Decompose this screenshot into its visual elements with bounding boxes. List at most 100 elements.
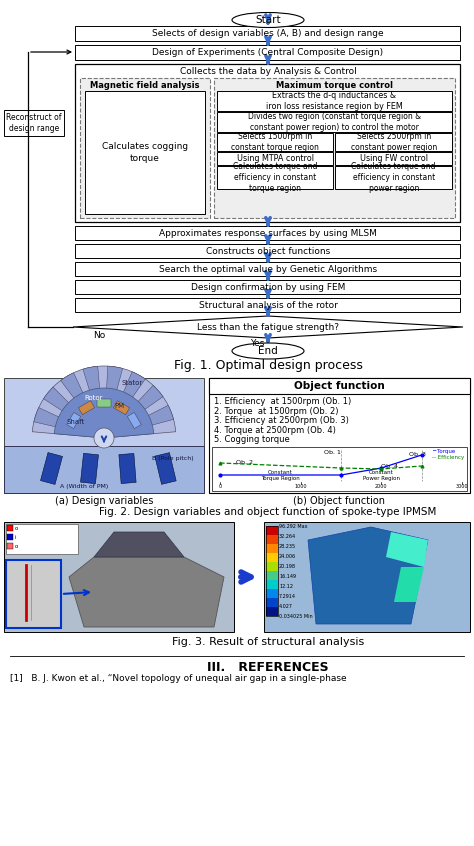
Text: 20.198: 20.198 [279,563,296,569]
Bar [119,453,136,484]
Bar [78,401,94,415]
Text: 3000: 3000 [456,484,468,488]
Bar [209,378,470,394]
Bar [75,26,460,41]
Text: Magnetic field analysis: Magnetic field analysis [90,80,200,90]
Text: 96.292 Max: 96.292 Max [279,524,308,529]
Bar [266,535,278,544]
Bar [217,91,452,111]
Text: Calculates cogging
torque: Calculates cogging torque [102,142,188,162]
Text: No: No [93,331,105,339]
Polygon shape [94,532,184,557]
Text: (b) Object function: (b) Object function [293,496,385,506]
Bar [75,45,460,60]
Text: Yes: Yes [250,338,264,348]
Bar [266,571,278,580]
Text: Rotor: Rotor [85,395,103,401]
Wedge shape [44,387,104,438]
Text: Fig. 3. Result of structural analysis: Fig. 3. Result of structural analysis [172,637,364,647]
Bar [336,152,452,165]
Bar [336,166,452,189]
Text: Structural analysis of the rotor: Structural analysis of the rotor [199,300,337,310]
Text: Selects of design variables (A, B) and design range: Selects of design variables (A, B) and d… [152,29,384,38]
Text: 1. Efficiency  at 1500rpm (Ob. 1): 1. Efficiency at 1500rpm (Ob. 1) [214,397,351,406]
Bar [155,453,176,485]
Polygon shape [69,557,224,627]
Text: Constant
Torque Region: Constant Torque Region [261,470,300,481]
Bar [266,553,278,562]
Bar [6,560,61,628]
Text: End: End [258,346,278,356]
Bar [266,598,278,607]
Text: B (Pole pitch): B (Pole pitch) [152,455,193,460]
Text: Design of Experiments (Central Composite Design): Design of Experiments (Central Composite… [153,48,383,57]
Text: A (Width of PM): A (Width of PM) [60,484,108,488]
Text: Selects 1500rpm in
constant torque region: Selects 1500rpm in constant torque regio… [231,132,319,152]
Bar [75,64,460,222]
Polygon shape [73,316,463,338]
Ellipse shape [232,343,304,359]
Bar [217,133,334,151]
Text: Ob. 3: Ob. 3 [409,452,426,457]
Wedge shape [61,373,104,438]
Bar [4,110,64,136]
Text: 1000: 1000 [294,484,307,488]
Text: Extracts the d-q inductances &
iron loss resistance region by FEM: Extracts the d-q inductances & iron loss… [266,91,403,111]
Text: 2. Torque  at 1500rpm (Ob. 2): 2. Torque at 1500rpm (Ob. 2) [214,406,338,415]
Bar [7,525,13,531]
Text: Using MTPA control: Using MTPA control [237,154,314,163]
Text: Stator: Stator [121,380,143,386]
Text: 12.12: 12.12 [279,584,293,589]
Text: 32.264: 32.264 [279,534,296,539]
Text: -- Efficiency: -- Efficiency [432,455,464,460]
Bar [67,413,81,429]
Bar [336,133,452,151]
Text: Fig. 1. Optimal design process: Fig. 1. Optimal design process [173,359,363,371]
Text: Start: Start [255,15,281,25]
Bar [128,413,141,429]
Bar [81,453,99,484]
Bar [264,522,470,632]
Text: 24.006: 24.006 [279,553,296,558]
Text: 16.149: 16.149 [279,574,296,579]
Text: (a) Design variables: (a) Design variables [55,496,153,506]
Text: Ob. 4: Ob. 4 [381,464,398,469]
Polygon shape [308,527,428,624]
Text: Reconstruct of
design range: Reconstruct of design range [6,113,62,133]
Bar [75,298,460,312]
Wedge shape [104,405,173,438]
Bar [266,607,278,616]
Text: 0.034025 Min: 0.034025 Min [279,613,313,618]
Wedge shape [104,385,163,438]
Bar [75,226,460,240]
Bar [75,280,460,294]
Bar [266,589,278,598]
Text: 2000: 2000 [375,484,388,488]
Text: i: i [15,535,17,540]
Text: Selects 2500rpm in
constant power region: Selects 2500rpm in constant power region [351,132,437,152]
Text: 3. Efficiency at 2500rpm (Ob. 3): 3. Efficiency at 2500rpm (Ob. 3) [214,416,349,425]
Text: 7.2914: 7.2914 [279,594,296,598]
Bar [4,522,234,632]
Text: Shaft: Shaft [67,419,85,425]
Wedge shape [104,371,146,438]
Bar [40,453,63,485]
Text: 4. Torque at 2500rpm (Ob. 4): 4. Torque at 2500rpm (Ob. 4) [214,426,336,435]
Bar [4,378,204,493]
Text: Calculates torque and
efficiency in constant
torque region: Calculates torque and efficiency in cons… [233,162,318,193]
Bar [113,401,129,415]
Text: III.   REFERENCES: III. REFERENCES [207,661,329,673]
Bar [266,544,278,553]
Text: 5. Cogging torque: 5. Cogging torque [214,435,290,444]
Text: ─ Torque: ─ Torque [432,449,455,454]
Text: [1]   B. J. Kwon et al., “Novel topology of unequal air gap in a single-phase: [1] B. J. Kwon et al., “Novel topology o… [10,673,346,683]
Bar [266,580,278,589]
Bar [217,166,334,189]
Text: Constant
Power Region: Constant Power Region [363,470,400,481]
Ellipse shape [232,13,304,28]
Text: 0: 0 [219,484,221,488]
Bar [7,534,13,540]
Text: Calculates torque and
efficiency in constant
power region: Calculates torque and efficiency in cons… [352,162,436,193]
Text: 28.235: 28.235 [279,543,296,548]
Wedge shape [54,388,154,438]
